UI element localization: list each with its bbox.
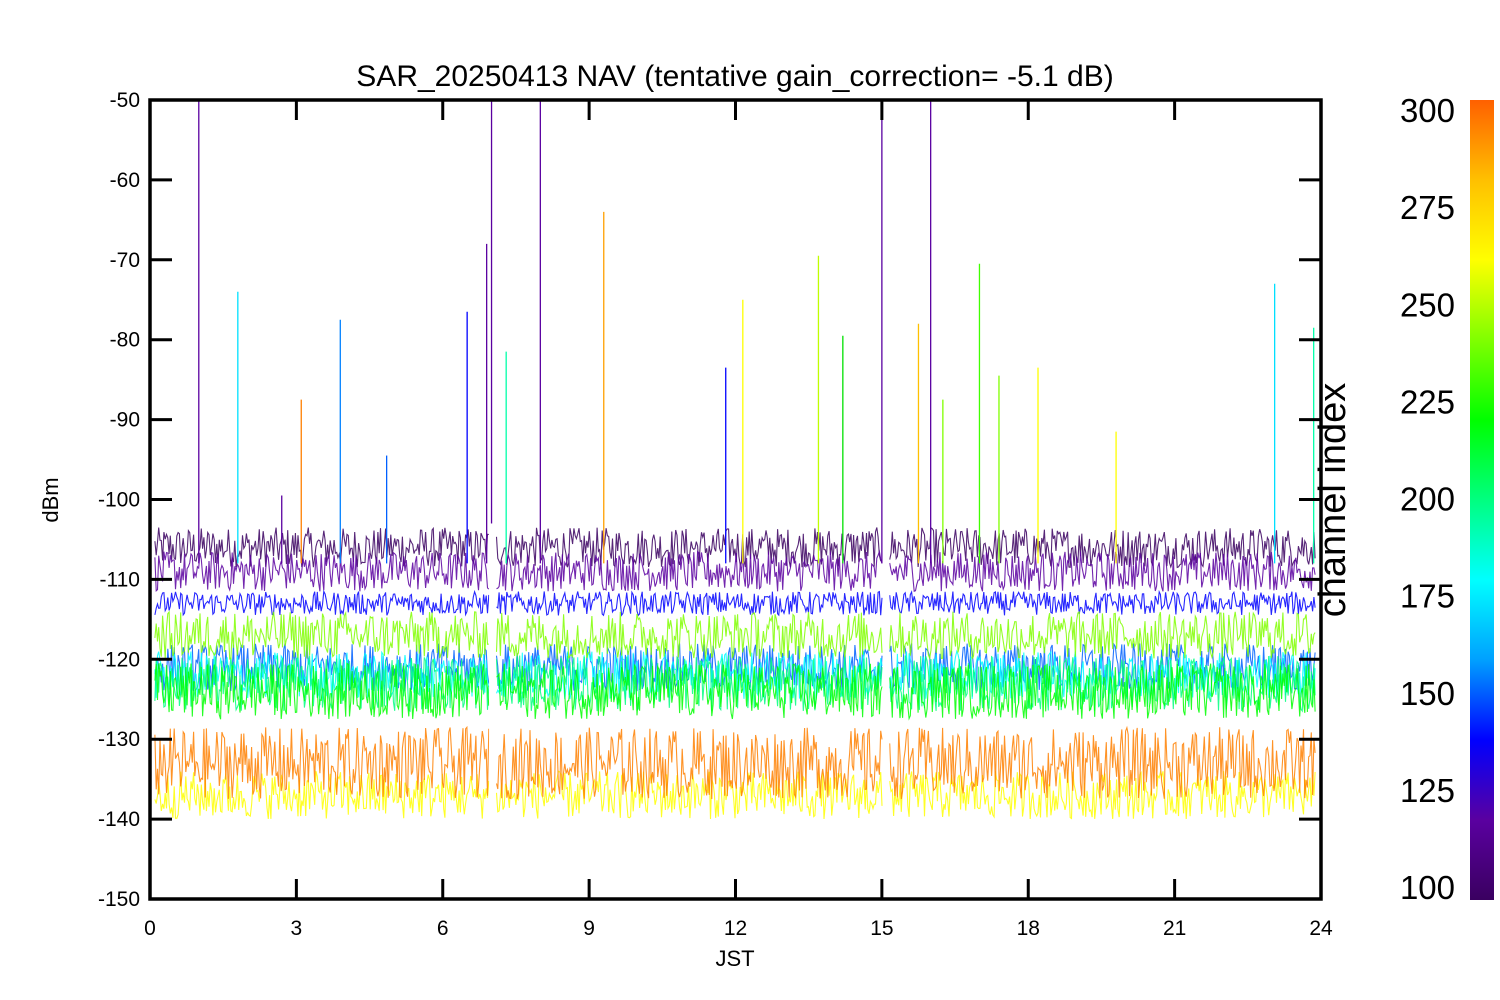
series-line xyxy=(154,725,490,799)
y-tick-label: -90 xyxy=(110,409,140,432)
spike-group xyxy=(198,100,1315,564)
colorbar-tick-label: 225 xyxy=(1400,383,1455,420)
y-tick-label: -150 xyxy=(98,888,140,911)
colorbar xyxy=(1470,100,1494,900)
series-line xyxy=(154,526,489,568)
x-tick-label: 21 xyxy=(1163,917,1186,940)
x-tick-label: 24 xyxy=(1309,917,1333,940)
series-line xyxy=(496,590,883,617)
series-line xyxy=(889,663,1316,721)
y-axis-label: dBm xyxy=(38,477,63,522)
x-tick-label: 15 xyxy=(870,917,893,940)
y-tick-label: -60 xyxy=(110,169,140,192)
y-tick-label: -50 xyxy=(110,89,140,112)
x-tick-label: 6 xyxy=(437,917,449,940)
y-tick-label: -80 xyxy=(110,329,140,352)
series-line xyxy=(154,589,490,617)
series-line xyxy=(154,662,490,720)
colorbar-tick-label: 275 xyxy=(1400,189,1455,226)
series-line xyxy=(889,551,1316,592)
series-line xyxy=(154,643,490,693)
series-line xyxy=(889,725,1316,800)
x-tick-label: 18 xyxy=(1017,917,1040,940)
series-line xyxy=(154,655,490,713)
series-line xyxy=(154,551,490,593)
series-line xyxy=(889,526,1316,569)
colorbar-tick-label: 100 xyxy=(1400,869,1455,906)
series-line xyxy=(889,655,1316,713)
series-line xyxy=(496,663,883,720)
colorbar-tick-group: 300 275 250 225 200 175 150 125 100 xyxy=(1400,92,1455,906)
series-line xyxy=(889,610,1316,661)
series-group xyxy=(154,526,1316,820)
series-line xyxy=(154,610,489,660)
series-line xyxy=(496,549,883,592)
colorbar-label: channel index xyxy=(1312,383,1354,618)
colorbar-tick-label: 300 xyxy=(1400,92,1455,129)
chart-title: SAR_20250413 NAV (tentative gain_correct… xyxy=(356,60,1113,93)
series-line xyxy=(495,770,883,820)
y-tick-label: -130 xyxy=(98,728,140,751)
data-gap-group xyxy=(489,523,890,836)
series-line xyxy=(889,770,1316,820)
colorbar-tick-label: 250 xyxy=(1400,286,1455,323)
y-tick-label: -110 xyxy=(100,568,140,591)
y-tick-label: -70 xyxy=(110,249,140,272)
tick-group: 0 3 6 9 12 15 18 21 24 -50 -60 -70 -80 -90 -100 -110 -12… xyxy=(98,89,1333,940)
data-gap xyxy=(489,523,496,836)
colorbar-tick-label: 175 xyxy=(1400,578,1455,615)
series-line xyxy=(495,527,883,568)
x-axis-label: JST xyxy=(715,946,754,971)
y-tick-label: -100 xyxy=(98,489,140,512)
colorbar-tick-label: 150 xyxy=(1400,675,1455,712)
y-tick-label: -120 xyxy=(98,648,140,671)
series-line xyxy=(495,727,883,800)
series-line xyxy=(154,771,490,819)
x-tick-label: 0 xyxy=(144,917,156,940)
series-line xyxy=(495,611,883,660)
x-tick-label: 12 xyxy=(724,917,747,940)
data-gap xyxy=(882,523,890,836)
colorbar-tick-label: 200 xyxy=(1400,481,1455,518)
y-tick-label: -140 xyxy=(98,808,140,831)
x-tick-label: 3 xyxy=(291,917,303,940)
colorbar-tick-label: 125 xyxy=(1400,772,1455,809)
plot-area xyxy=(154,100,1316,836)
x-tick-label: 9 xyxy=(583,917,595,940)
series-line xyxy=(889,589,1316,616)
